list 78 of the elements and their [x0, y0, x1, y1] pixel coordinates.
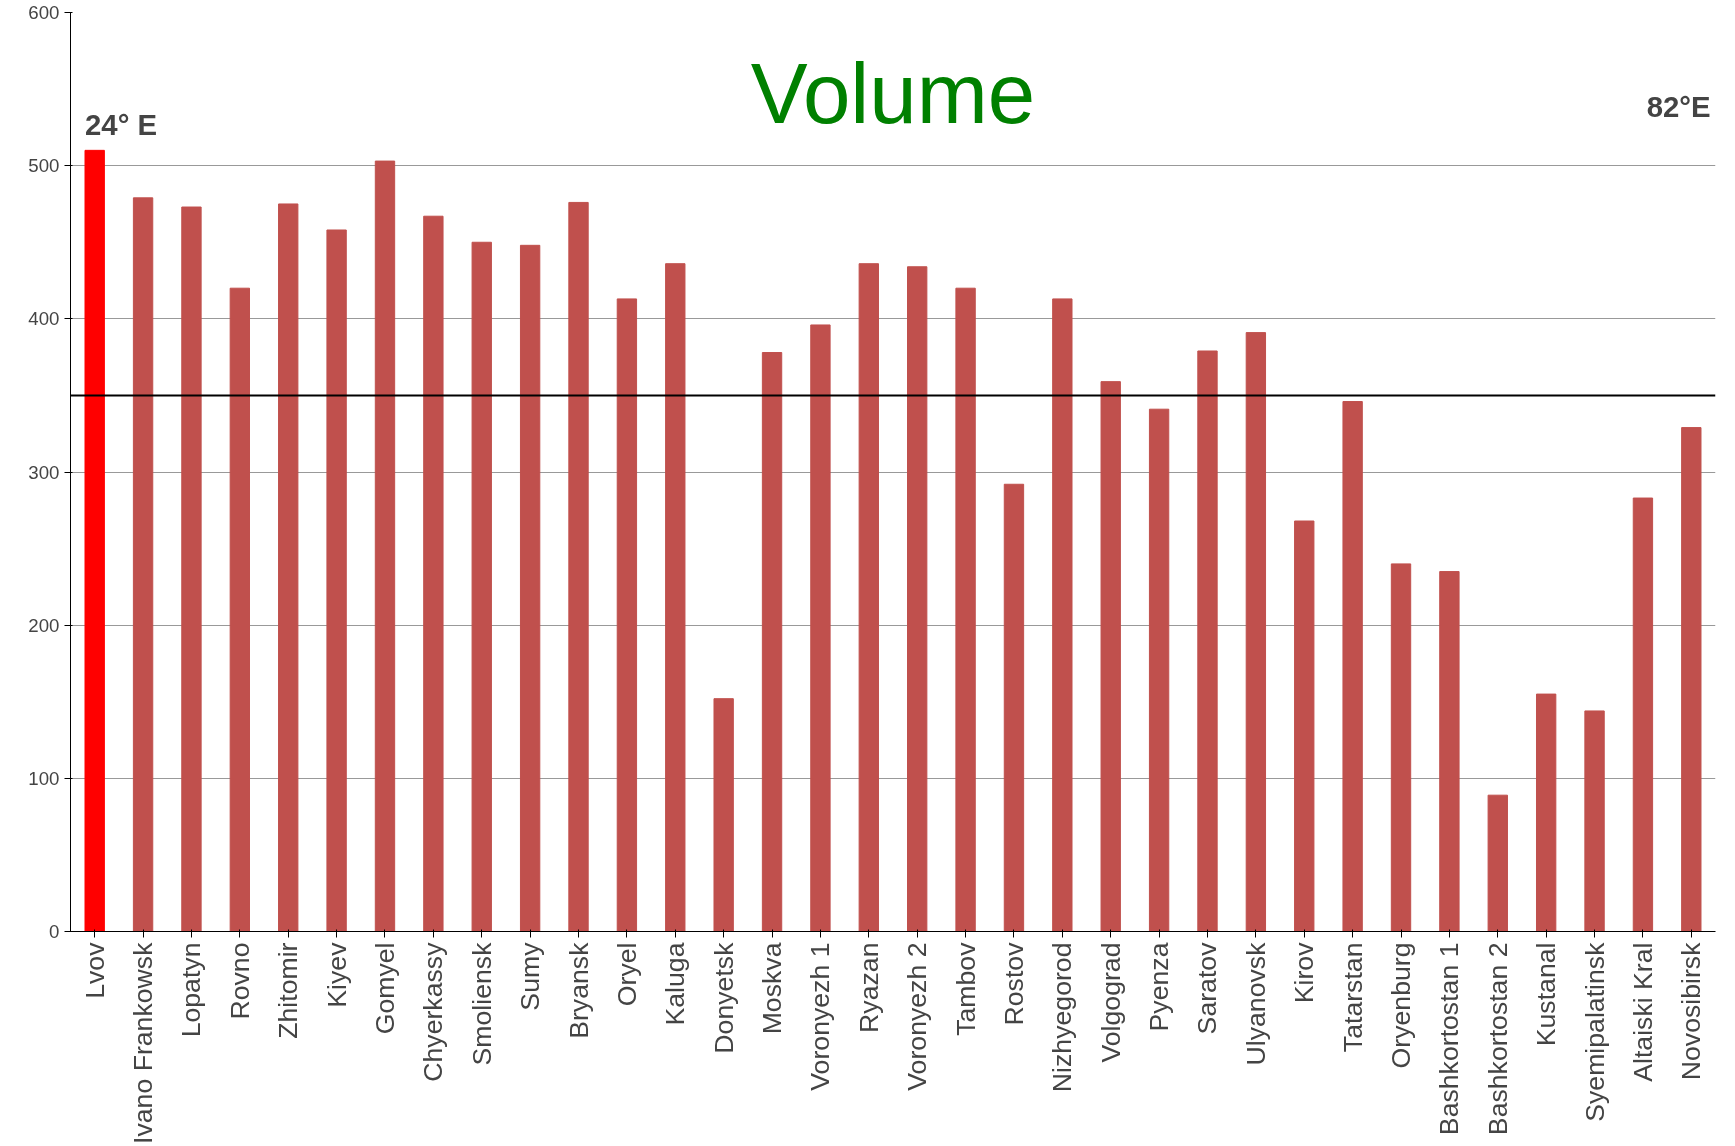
bar: [1535, 693, 1557, 932]
bar: [1003, 483, 1025, 932]
bar: [423, 215, 444, 932]
bar: [1052, 298, 1073, 932]
bar: [326, 229, 347, 932]
bar: [471, 241, 492, 932]
x-tick-label: Altaiski Kral: [1627, 942, 1658, 1082]
bar: [519, 244, 541, 932]
y-tick-label: 0: [49, 921, 60, 942]
bar: [761, 352, 783, 932]
bar: [1487, 794, 1508, 932]
bar: [84, 149, 105, 932]
x-tick-label: Gomyel: [369, 942, 400, 1035]
bar: [1632, 497, 1654, 932]
bar: [1390, 563, 1412, 932]
x-tick-label: Lopatyn: [176, 942, 207, 1038]
x-tick-label: Syemipalatinsk: [1579, 941, 1610, 1122]
bar: [132, 197, 154, 932]
x-tick-label: Donyetsk: [708, 941, 739, 1054]
x-tick-label: Smoliensk: [466, 941, 497, 1066]
x-tick-label: Volgograd: [1095, 942, 1126, 1063]
x-tick-label: Ivano Frankowsk: [128, 941, 159, 1144]
x-tick-label: Kiyev: [321, 941, 352, 1008]
chart-title: Volume: [750, 46, 1036, 142]
x-tick-label: Chyerkassy: [418, 941, 449, 1082]
bar: [907, 266, 928, 932]
y-tick-label: 300: [28, 461, 60, 483]
bar: [1584, 710, 1605, 932]
bar: [616, 298, 638, 932]
bar: [1294, 520, 1315, 932]
x-tick-label: Bashkortostan 2: [1482, 942, 1513, 1136]
x-tick-label: Moskva: [757, 942, 788, 1035]
bar: [229, 287, 251, 932]
x-tick-label: Bashkortostan 1: [1434, 942, 1465, 1136]
x-tick-label: Lvov: [79, 941, 110, 999]
bar: [1439, 571, 1460, 932]
bar: [374, 160, 396, 932]
bar: [278, 203, 299, 932]
x-tick-label: Tatarstan: [1337, 942, 1368, 1053]
x-tick-label: Zhitomir: [273, 942, 304, 1039]
bar: [955, 287, 976, 932]
bar: [568, 201, 589, 932]
x-tick-label: Sumy: [515, 941, 546, 1011]
x-tick-label: Rostov: [998, 941, 1029, 1026]
x-tick-label: Kaluga: [660, 942, 691, 1026]
annotation: 24° E: [85, 108, 158, 142]
y-tick-label: 200: [28, 614, 60, 636]
x-tick-label: Voronyezh 2: [902, 942, 933, 1091]
x-tick-label: Tambov: [950, 941, 981, 1036]
x-tick-label: Rovno: [224, 942, 255, 1020]
bar: [810, 324, 831, 932]
x-tick-label: Kirov: [1289, 941, 1320, 1004]
x-tick-label: Bryansk: [563, 941, 594, 1039]
x-tick-label: Nizhyegorod: [1047, 942, 1078, 1093]
bar: [1342, 401, 1363, 932]
bar: [858, 263, 879, 932]
x-tick-label: Voronyezh 1: [805, 942, 836, 1091]
y-tick-label: 400: [28, 308, 60, 330]
bar: [1100, 381, 1121, 932]
x-tick-label: Oryel: [611, 942, 642, 1007]
bar: [713, 698, 734, 932]
bar: [665, 263, 686, 932]
bar: [1197, 350, 1218, 932]
y-tick-label: 500: [28, 155, 60, 177]
x-tick-label: Pyenza: [1144, 942, 1175, 1032]
x-tick-label: Oryenburg: [1386, 942, 1417, 1069]
annotation: 82°E: [1646, 89, 1711, 123]
x-tick-label: Saratov: [1192, 941, 1223, 1035]
bar: [181, 206, 202, 932]
x-tick-label: Ulyanovsk: [1240, 941, 1271, 1066]
y-tick-label: 100: [28, 767, 60, 789]
x-tick-label: Ryazan: [853, 942, 884, 1033]
x-tick-label: Kustanal: [1531, 942, 1562, 1047]
x-tick-label: Novosibirsk: [1676, 941, 1707, 1081]
bar: [1148, 408, 1170, 932]
y-tick-label: 600: [28, 2, 60, 23]
bar: [1245, 332, 1267, 932]
bar: [1681, 427, 1702, 932]
